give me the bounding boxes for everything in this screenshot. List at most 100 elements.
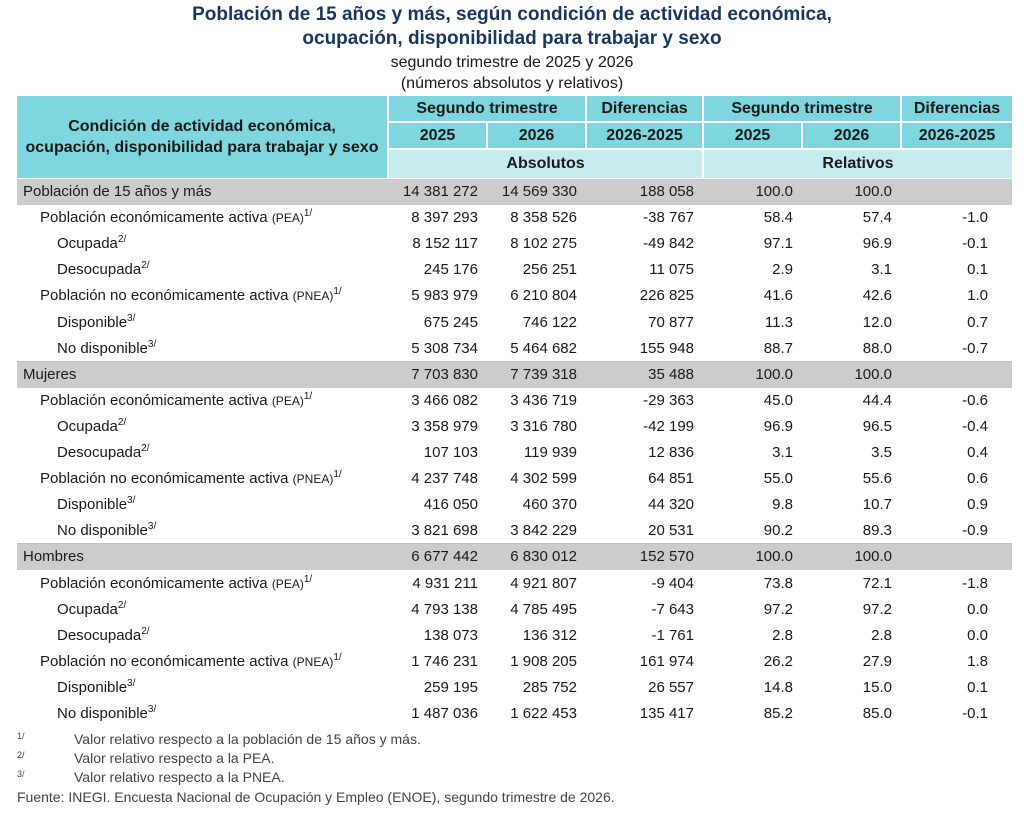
cell-r2026: 96.5: [862, 417, 892, 435]
cell-rdiff: -0.4: [962, 417, 988, 435]
cell-adiff: -42 199: [643, 417, 694, 435]
cell-adiff: -1 761: [651, 626, 694, 644]
header-diff-years-abs: 2026-2025: [587, 123, 702, 148]
table-row: Disponible3/675 245 746 122 70 877 11.3 12.0…: [17, 310, 1012, 336]
row-label-text: Desocupada: [57, 626, 142, 644]
table-row: Desocupada2/107 103 119 939 12 836 3.1 3.5 0.…: [17, 440, 1012, 466]
cell-r2026: 100.0: [803, 544, 900, 571]
row-label-text: Población no económicamente activa: [40, 470, 289, 488]
cell-a2025: 4 237 748: [411, 470, 478, 488]
cell-r2026: 10.7: [862, 496, 892, 514]
cell-a2026: 6 830 012: [488, 544, 585, 571]
cell-r2025: 97.2: [763, 600, 793, 618]
cell-rdiff: 0.0: [967, 600, 988, 618]
cell-adiff: 70 877: [648, 313, 694, 331]
cell-a2025: 14 381 272: [389, 179, 486, 205]
cell-r2026: 57.4: [862, 209, 892, 227]
row-label-text: Población no económicamente activa: [40, 287, 289, 305]
stub-header: Condición de actividad económica, ocupac…: [17, 96, 387, 178]
row-label-text: Población económicamente activa: [40, 209, 268, 227]
row-label: Desocupada2/: [57, 257, 150, 283]
footnote-marker: 1/: [333, 286, 342, 298]
table-row: Población no económicamente activa (PNEA…: [17, 649, 1012, 675]
row-label-abbreviation: (PEA): [271, 393, 304, 408]
cell-r2025: 100.0: [704, 361, 801, 388]
cell-adiff: -49 842: [643, 235, 694, 253]
row-label: Población de 15 años y más: [23, 179, 211, 205]
table-row: Desocupada2/245 176 256 251 11 075 2.9 3.1 0.…: [17, 257, 1012, 283]
row-label-text: Población no económicamente activa: [40, 652, 289, 670]
cell-adiff: 20 531: [648, 522, 694, 540]
footnote-marker: 2/: [117, 234, 127, 246]
cell-rdiff: -1.8: [962, 574, 988, 592]
row-label: Ocupada2/: [57, 597, 126, 623]
cell-a2025: 8 152 117: [412, 235, 478, 253]
header-segundo-trimestre-abs: Segundo trimestre: [389, 96, 585, 121]
cell-r2025: 9.8: [772, 496, 793, 514]
row-label: No disponible3/: [57, 701, 156, 727]
row-label: Población no económicamente activa (PNEA…: [40, 466, 342, 492]
cell-r2025: 88.7: [763, 339, 793, 357]
cell-a2025: 1 487 036: [411, 705, 478, 722]
footnote-text: Valor relativo respecto a la PEA.: [74, 750, 275, 766]
row-label-text: Mujeres: [23, 365, 77, 383]
cell-a2026: 256 251: [522, 261, 577, 279]
header-diferencias-abs: Diferencias: [587, 96, 702, 121]
row-label: Población económicamente activa (PEA)1/: [40, 205, 312, 231]
table-row: No disponible3/3 821 698 3 842 229 20 531 9…: [17, 518, 1012, 544]
cell-a2026: 3 316 780: [510, 417, 577, 435]
cell-a2026: 5 464 682: [510, 339, 577, 357]
cell-adiff: 64 851: [648, 470, 694, 488]
cell-a2026: 8 358 526: [510, 209, 577, 227]
footnote-marker: 3/: [147, 704, 157, 715]
row-label: Población económicamente activa (PEA)1/: [40, 571, 312, 597]
row-label: Disponible3/: [57, 675, 135, 701]
footnote-marker: 2/: [141, 260, 150, 272]
table-row: Disponible3/416 050 460 370 44 320 9.8 10.7 0…: [17, 492, 1012, 518]
cell-adiff: 226 825: [639, 287, 694, 305]
cell-adiff: 161 974: [639, 652, 694, 670]
cell-r2025: 2.8: [772, 626, 793, 644]
table-row: No disponible3/5 308 734 5 464 682 155 948…: [17, 336, 1012, 362]
cell-r2025: 2.9: [772, 261, 793, 279]
row-separator: [17, 543, 1012, 545]
cell-r2025: 55.0: [763, 470, 793, 488]
cell-r2025: 14.8: [763, 678, 793, 696]
cell-r2026: 97.2: [862, 600, 892, 618]
footnote-marker: 2/: [141, 443, 150, 454]
cell-adiff: 12 836: [648, 444, 694, 461]
cell-a2026: 1 622 453: [510, 705, 577, 722]
cell-adiff: 135 417: [639, 705, 694, 722]
cell-rdiff: 1.8: [967, 652, 988, 670]
footnote-marker: 2/: [141, 625, 150, 637]
cell-r2025: 45.0: [763, 391, 793, 409]
cell-r2026: 12.0: [862, 313, 892, 331]
row-label: Población no económicamente activa (PNEA…: [40, 649, 342, 675]
header-diff-years-rel: 2026-2025: [902, 123, 1012, 148]
source-note: Fuente: INEGI. Encuesta Nacional de Ocup…: [17, 789, 615, 805]
cell-r2026: 96.9: [862, 235, 892, 253]
cell-rdiff: -0.9: [962, 522, 988, 540]
cell-a2026: 8 102 275: [510, 235, 577, 253]
footnote-marker: 1/: [303, 390, 313, 402]
cell-r2026: 88.0: [862, 339, 892, 357]
row-label: Disponible3/: [57, 310, 135, 336]
cell-r2025: 73.8: [763, 574, 793, 592]
cell-r2026: 85.0: [862, 705, 892, 722]
cell-a2025: 7 703 830: [389, 361, 486, 388]
footnote-mark: 3/: [17, 769, 25, 779]
row-label-abbreviation: (PNEA): [292, 472, 334, 487]
cell-a2025: 675 245: [423, 313, 478, 331]
header-year-2025-abs: 2025: [389, 123, 486, 148]
footnote-marker: 3/: [127, 495, 136, 507]
cell-a2025: 245 176: [423, 261, 478, 279]
row-label-text: Disponible: [57, 496, 128, 514]
cell-a2025: 5 308 734: [411, 339, 478, 357]
cell-a2026: 3 436 719: [510, 391, 577, 409]
cell-a2026: 7 739 318: [488, 361, 585, 388]
cell-r2026: 27.9: [862, 652, 892, 670]
footnote-marker: 3/: [147, 338, 157, 350]
cell-adiff: 26 557: [648, 678, 694, 696]
cell-a2026: 3 842 229: [510, 522, 577, 540]
footnote-marker: 1/: [333, 469, 342, 481]
